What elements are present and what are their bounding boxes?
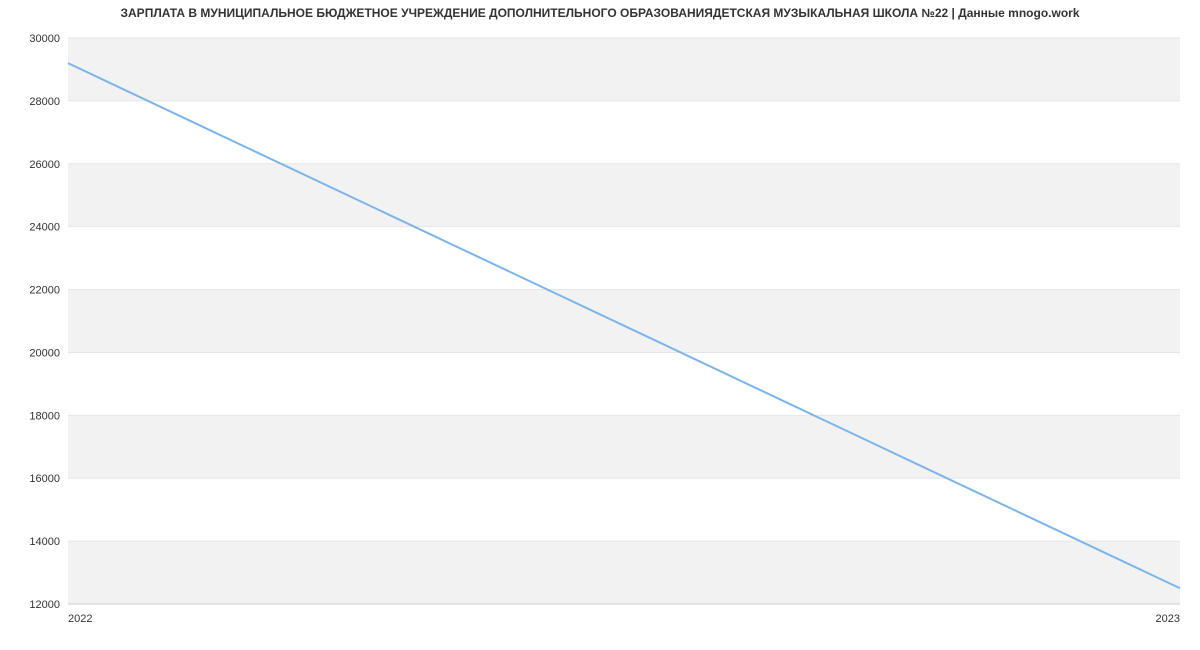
y-tick-label: 26000 xyxy=(29,159,60,171)
y-tick-label: 30000 xyxy=(29,33,60,45)
y-tick-label: 12000 xyxy=(29,599,60,611)
chart-container: 12000 14000 16000 18000 20000 22000 24000 26000… xyxy=(0,20,1200,640)
y-tick-label: 20000 xyxy=(29,347,60,359)
plot-band xyxy=(68,415,1180,478)
x-tick-label: 2022 xyxy=(68,613,92,625)
y-tick-label: 18000 xyxy=(29,410,60,422)
y-tick-label: 28000 xyxy=(29,96,60,108)
plot-band xyxy=(68,164,1180,227)
plot-band xyxy=(68,541,1180,604)
y-tick-label: 24000 xyxy=(29,222,60,234)
plot-band xyxy=(68,290,1180,353)
line-chart: 12000 14000 16000 18000 20000 22000 24000 26000… xyxy=(0,20,1200,640)
x-tick-label: 2023 xyxy=(1156,613,1180,625)
y-tick-label: 16000 xyxy=(29,473,60,485)
chart-title: ЗАРПЛАТА В МУНИЦИПАЛЬНОЕ БЮДЖЕТНОЕ УЧРЕЖ… xyxy=(0,0,1200,20)
plot-band xyxy=(68,38,1180,101)
y-tick-label: 14000 xyxy=(29,536,60,548)
y-tick-label: 22000 xyxy=(29,285,60,297)
